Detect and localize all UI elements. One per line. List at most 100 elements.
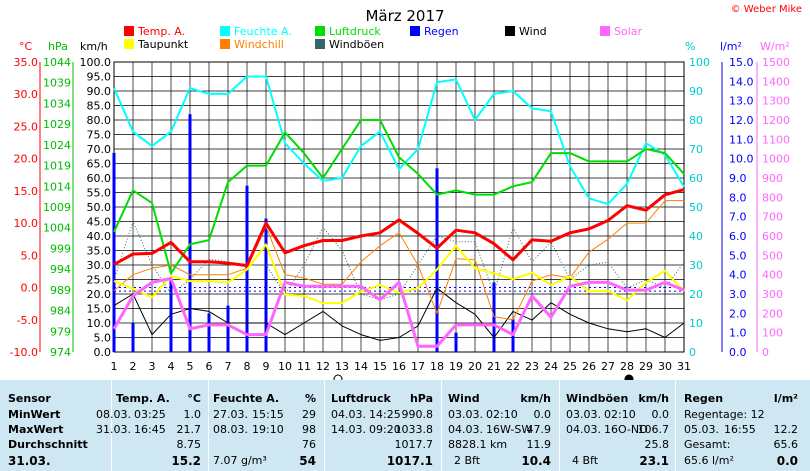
temp-tick: 30.0 <box>14 88 39 101</box>
wind-unit: km/h <box>80 40 108 53</box>
humidity-max-time: 19:10 <box>252 423 284 436</box>
day-label: 31 <box>677 360 691 373</box>
pressure-min-date: 04.03. <box>331 408 366 421</box>
temp-max: 21.7 <box>176 423 202 436</box>
day-label: 18 <box>430 360 444 373</box>
temp-tick: -10.0 <box>10 346 38 359</box>
pressure-tick: 984 <box>50 305 71 318</box>
solar-tick: 100 <box>762 327 783 340</box>
temp-avg: 8.75 <box>176 438 202 451</box>
day-label: 7 <box>225 360 232 373</box>
pressure-tick: 1014 <box>43 180 71 193</box>
wind-tick: 90.0 <box>87 85 112 98</box>
pressure-tick: 1039 <box>43 77 71 90</box>
pressure-tick: 994 <box>50 263 71 276</box>
gust-min: 0.0 <box>651 408 670 421</box>
series-windchill <box>113 200 684 321</box>
day-label: 11 <box>297 360 311 373</box>
stats-table: Sensor MinWert MaxWert Durchschnitt 31.0… <box>0 380 810 471</box>
pressure-current: 1017.1 <box>386 454 433 468</box>
day-label: 16 <box>392 360 406 373</box>
temp-tick: 20.0 <box>14 153 39 166</box>
pressure-unit: hPa <box>48 40 68 53</box>
gust-bft: 4 Bft <box>572 454 599 467</box>
copyright: © Weber Mike <box>731 4 802 15</box>
series-luftdruck <box>113 119 685 275</box>
day-label: 27 <box>601 360 615 373</box>
rain-max-time: 16:55 <box>724 423 756 436</box>
legend-swatch <box>124 26 134 36</box>
temp-min-time: 03:25 <box>134 408 166 421</box>
stats-pressure: Luftdruck hPa 04.03. 14:25 990.8 14.03. … <box>325 380 441 471</box>
wind-tick: 60.0 <box>87 172 112 185</box>
temp-max-date: 31.03. <box>96 423 131 436</box>
solar-tick: 500 <box>762 249 783 262</box>
legend-swatch <box>220 39 230 49</box>
humidity-tick: 0 <box>689 346 696 359</box>
pressure-max: 1033.8 <box>394 423 434 436</box>
solar-tick: 0 <box>762 346 769 359</box>
legend-swatch <box>220 26 230 36</box>
humidity-tick: 10 <box>689 317 703 330</box>
wind-tick: 50.0 <box>87 201 112 214</box>
gust-avg: 25.8 <box>644 438 670 451</box>
temp-tick: 25.0 <box>14 120 39 133</box>
day-label: 8 <box>244 360 251 373</box>
rain-tick: 1.0 <box>729 327 747 340</box>
day-label: 1 <box>111 360 118 373</box>
pressure-max-date: 14.03. <box>331 423 366 436</box>
temp-tick: 10.0 <box>14 217 39 230</box>
wind-tick: 85.0 <box>87 100 112 113</box>
series-taupunkt <box>113 243 685 304</box>
chart-title: März 2017 <box>365 7 444 25</box>
rain-tick: 11.0 <box>729 133 754 146</box>
pressure-tick: 1009 <box>43 201 71 214</box>
temp-tick: 0.0 <box>21 282 39 295</box>
rain-tick: 3.0 <box>729 288 747 301</box>
stats-temp: Temp. A. °C 08.03. 03:25 1.0 31.03. 16:4… <box>96 380 207 471</box>
rain-tick: 14.0 <box>729 75 754 88</box>
humidity-tick: 100 <box>689 56 710 69</box>
legend-swatch <box>124 39 134 49</box>
wind-bft: 2 Bft <box>454 454 481 467</box>
wind-min-time: 02:10 <box>486 408 518 421</box>
pressure-tick: 1024 <box>43 139 71 152</box>
temp-max-time: 16:45 <box>134 423 166 436</box>
day-label: 30 <box>658 360 672 373</box>
gust-max-dir: 16O-NO <box>604 423 648 436</box>
legend-swatch <box>315 39 325 49</box>
humidity-tick: 70 <box>689 143 703 156</box>
humidity-tick: 60 <box>689 172 703 185</box>
day-label: 10 <box>278 360 292 373</box>
humidity-tick: 90 <box>689 85 703 98</box>
day-label: 13 <box>335 360 349 373</box>
day-label: 12 <box>316 360 330 373</box>
wind-tick: 0.0 <box>94 346 112 359</box>
rain-bar <box>131 323 135 352</box>
day-label: 17 <box>411 360 425 373</box>
humidity-unit-label: % <box>304 392 316 405</box>
day-label: 29 <box>639 360 653 373</box>
gust-min-date: 03.03. <box>566 408 601 421</box>
temp-min: 1.0 <box>183 408 202 421</box>
humidity-tick: 50 <box>689 201 703 214</box>
rain-days: Regentage: 12 <box>684 408 765 421</box>
day-label: 26 <box>582 360 596 373</box>
wind-min: 0.0 <box>533 408 552 421</box>
solar-tick: 1000 <box>762 153 790 166</box>
solar-tick: 1300 <box>762 95 790 108</box>
pressure-max-time: 09:20 <box>369 423 401 436</box>
humidity-tick: 20 <box>689 288 703 301</box>
sensor-row-avg: Durchschnitt <box>8 438 88 451</box>
day-label: 21 <box>487 360 501 373</box>
rain-tick: 0.0 <box>729 346 747 359</box>
rain-tick: 6.0 <box>729 230 747 243</box>
axis-units: °C hPa km/h % l/m² W/m² <box>19 40 790 53</box>
solar-tick: 1400 <box>762 75 790 88</box>
pressure-min-time: 14:25 <box>369 408 401 421</box>
wind-max-dir: 16W-SW <box>486 423 533 436</box>
legend: Temp. A. Feuchte A. Luftdruck Regen Wind Sola… <box>124 25 643 51</box>
day-label: 22 <box>506 360 520 373</box>
gust-min-time: 02:10 <box>604 408 636 421</box>
solar-tick: 800 <box>762 191 783 204</box>
